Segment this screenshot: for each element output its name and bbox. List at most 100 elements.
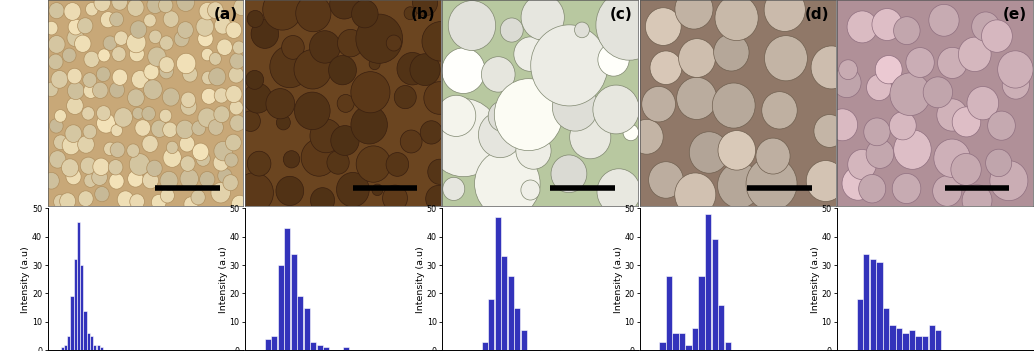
- Circle shape: [386, 153, 408, 176]
- Bar: [316, 345, 323, 350]
- Bar: [100, 347, 103, 350]
- Circle shape: [159, 109, 172, 122]
- Circle shape: [103, 142, 117, 155]
- Circle shape: [251, 19, 278, 48]
- Circle shape: [195, 151, 210, 166]
- Bar: [666, 276, 672, 350]
- Circle shape: [112, 47, 126, 61]
- Circle shape: [159, 36, 174, 50]
- Circle shape: [718, 163, 761, 208]
- Circle shape: [436, 95, 476, 137]
- Circle shape: [369, 58, 381, 70]
- Circle shape: [183, 66, 197, 82]
- Circle shape: [596, 0, 663, 60]
- Circle shape: [514, 37, 547, 71]
- Circle shape: [65, 125, 82, 143]
- Circle shape: [962, 185, 992, 216]
- Bar: [494, 217, 500, 350]
- Bar: [64, 345, 67, 350]
- Circle shape: [713, 34, 749, 71]
- Circle shape: [718, 131, 756, 170]
- Circle shape: [985, 149, 1011, 177]
- Circle shape: [74, 35, 91, 52]
- Circle shape: [112, 0, 127, 10]
- Circle shape: [67, 82, 84, 100]
- Circle shape: [832, 67, 861, 98]
- Circle shape: [281, 35, 304, 59]
- Bar: [84, 311, 87, 350]
- Circle shape: [422, 21, 459, 61]
- Circle shape: [181, 98, 196, 115]
- Circle shape: [180, 169, 199, 188]
- Circle shape: [61, 159, 79, 177]
- Circle shape: [990, 161, 1028, 201]
- Circle shape: [400, 130, 422, 153]
- Circle shape: [84, 51, 99, 67]
- Bar: [73, 259, 77, 350]
- Bar: [508, 276, 514, 350]
- Circle shape: [283, 151, 300, 168]
- Circle shape: [428, 159, 452, 184]
- Bar: [903, 333, 909, 350]
- Bar: [271, 336, 277, 350]
- Circle shape: [266, 88, 295, 119]
- Circle shape: [110, 12, 123, 27]
- Circle shape: [151, 194, 166, 210]
- Circle shape: [482, 57, 515, 92]
- Circle shape: [276, 115, 291, 130]
- Circle shape: [863, 118, 890, 146]
- Bar: [501, 257, 508, 350]
- Circle shape: [893, 130, 932, 169]
- Circle shape: [232, 195, 248, 213]
- Circle shape: [276, 176, 304, 206]
- Circle shape: [177, 53, 195, 74]
- Circle shape: [96, 106, 111, 121]
- Circle shape: [196, 18, 214, 36]
- Circle shape: [181, 92, 195, 108]
- Circle shape: [310, 188, 335, 213]
- Bar: [297, 296, 303, 350]
- Circle shape: [143, 172, 158, 189]
- Circle shape: [929, 4, 960, 36]
- Circle shape: [592, 85, 639, 134]
- Circle shape: [211, 183, 231, 203]
- Circle shape: [130, 194, 145, 209]
- Bar: [324, 347, 330, 350]
- Circle shape: [132, 107, 144, 119]
- Circle shape: [597, 169, 641, 214]
- Bar: [521, 330, 527, 350]
- Circle shape: [424, 82, 455, 114]
- Bar: [857, 299, 863, 350]
- Circle shape: [223, 175, 238, 191]
- Circle shape: [848, 150, 877, 180]
- Bar: [929, 325, 935, 350]
- Circle shape: [142, 135, 158, 152]
- Y-axis label: Intensity (a.u): Intensity (a.u): [811, 246, 820, 313]
- Circle shape: [764, 0, 805, 32]
- Circle shape: [226, 22, 242, 38]
- Circle shape: [83, 73, 97, 87]
- Circle shape: [144, 64, 159, 80]
- Circle shape: [420, 121, 443, 144]
- Circle shape: [906, 48, 935, 78]
- Circle shape: [142, 107, 155, 121]
- Circle shape: [158, 0, 173, 13]
- Circle shape: [892, 173, 921, 204]
- Circle shape: [234, 0, 250, 16]
- Bar: [883, 308, 889, 350]
- Circle shape: [191, 190, 206, 205]
- Circle shape: [44, 21, 58, 35]
- Y-axis label: Intensity (a.u): Intensity (a.u): [219, 246, 227, 313]
- Circle shape: [230, 53, 245, 69]
- Circle shape: [49, 54, 63, 69]
- Circle shape: [552, 83, 598, 131]
- Text: (a): (a): [213, 7, 238, 21]
- Y-axis label: Intensity (a.u): Intensity (a.u): [417, 246, 425, 313]
- Circle shape: [66, 169, 81, 185]
- Circle shape: [383, 185, 407, 211]
- Circle shape: [847, 11, 878, 43]
- Circle shape: [866, 139, 893, 168]
- Circle shape: [67, 29, 84, 47]
- Bar: [488, 299, 494, 350]
- Circle shape: [202, 48, 213, 61]
